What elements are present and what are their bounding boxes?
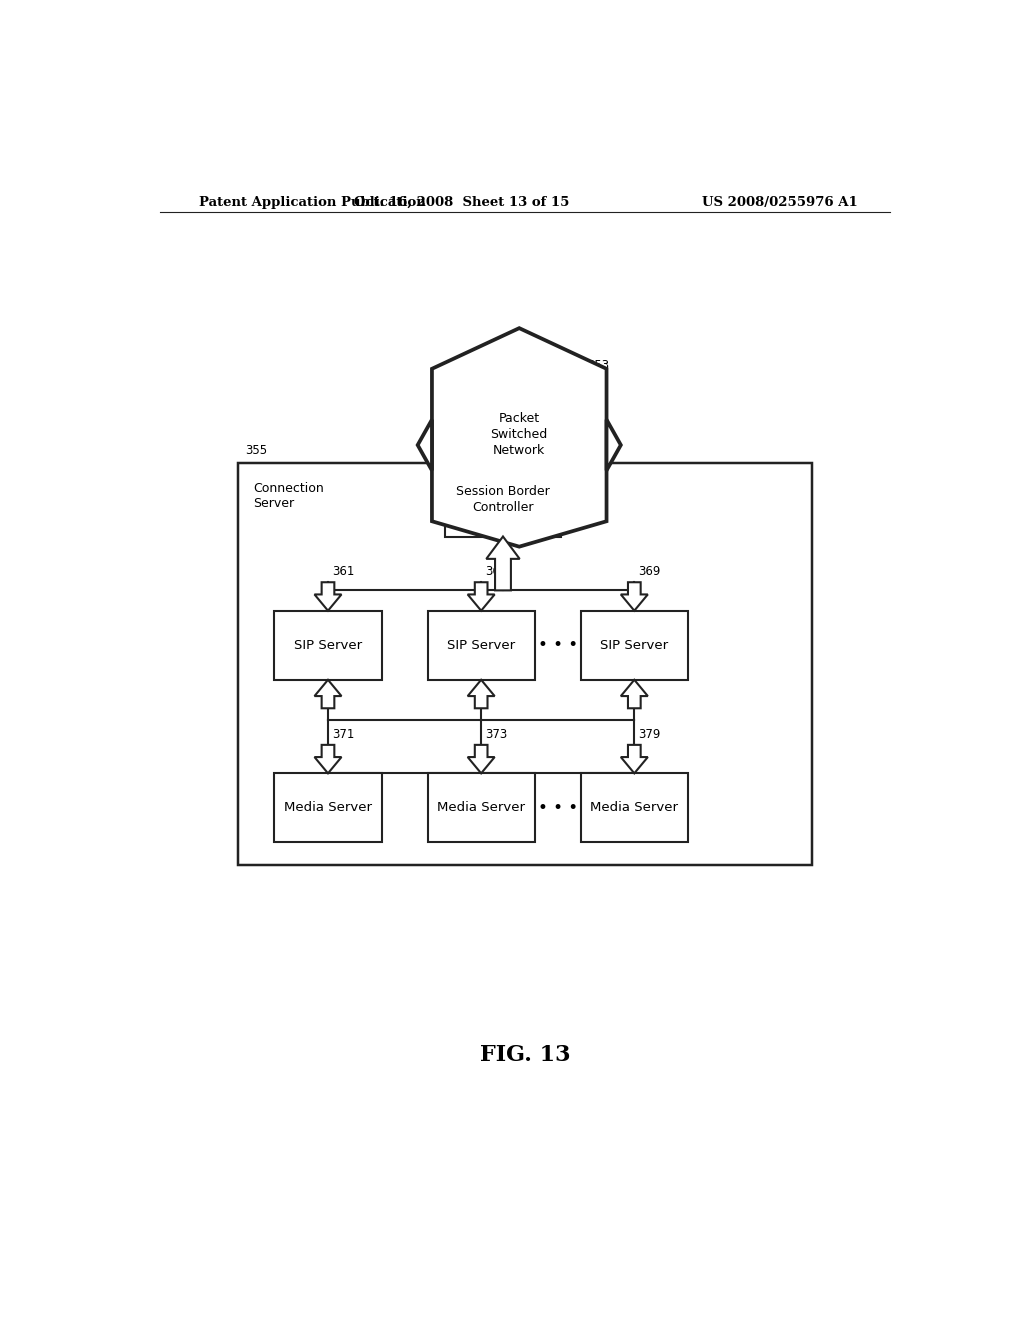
Polygon shape [468,680,495,709]
Text: Packet
Switched
Network: Packet Switched Network [490,412,548,457]
Text: 371: 371 [332,727,354,741]
Bar [428,774,535,842]
Bar [428,611,535,680]
Text: Media Server: Media Server [590,801,678,814]
Polygon shape [621,582,648,611]
Text: Connection
Server: Connection Server [253,482,325,510]
Text: 351: 351 [564,453,587,466]
Text: SIP Server: SIP Server [294,639,362,652]
Bar [581,774,688,842]
Text: • • •: • • • [538,799,578,817]
Text: 361: 361 [332,565,354,578]
Text: 355: 355 [246,445,267,457]
Text: 379: 379 [638,727,660,741]
Polygon shape [314,582,341,611]
Polygon shape [486,536,519,590]
Text: Patent Application Publication: Patent Application Publication [200,195,426,209]
Text: FIG. 13: FIG. 13 [479,1044,570,1065]
Bar [238,463,812,865]
Text: 363: 363 [485,565,507,578]
Polygon shape [432,329,606,546]
Text: 373: 373 [485,727,507,741]
Polygon shape [606,420,621,470]
Bar [445,463,560,536]
Text: SIP Server: SIP Server [447,639,515,652]
Bar [274,611,382,680]
Text: Media Server: Media Server [437,801,525,814]
Text: Media Server: Media Server [284,801,372,814]
Polygon shape [418,420,432,470]
Text: US 2008/0255976 A1: US 2008/0255976 A1 [702,195,858,209]
Polygon shape [468,744,495,774]
Bar [274,774,382,842]
Polygon shape [621,680,648,709]
Polygon shape [314,680,341,709]
Polygon shape [314,744,341,774]
Polygon shape [468,582,495,611]
Text: Oct. 16, 2008  Sheet 13 of 15: Oct. 16, 2008 Sheet 13 of 15 [353,195,569,209]
Text: 369: 369 [638,565,660,578]
Polygon shape [621,744,648,774]
Bar [581,611,688,680]
Text: 353: 353 [587,359,609,372]
Text: • • •: • • • [538,636,578,655]
Text: SIP Server: SIP Server [600,639,669,652]
Text: Session Border
Controller: Session Border Controller [456,486,550,515]
